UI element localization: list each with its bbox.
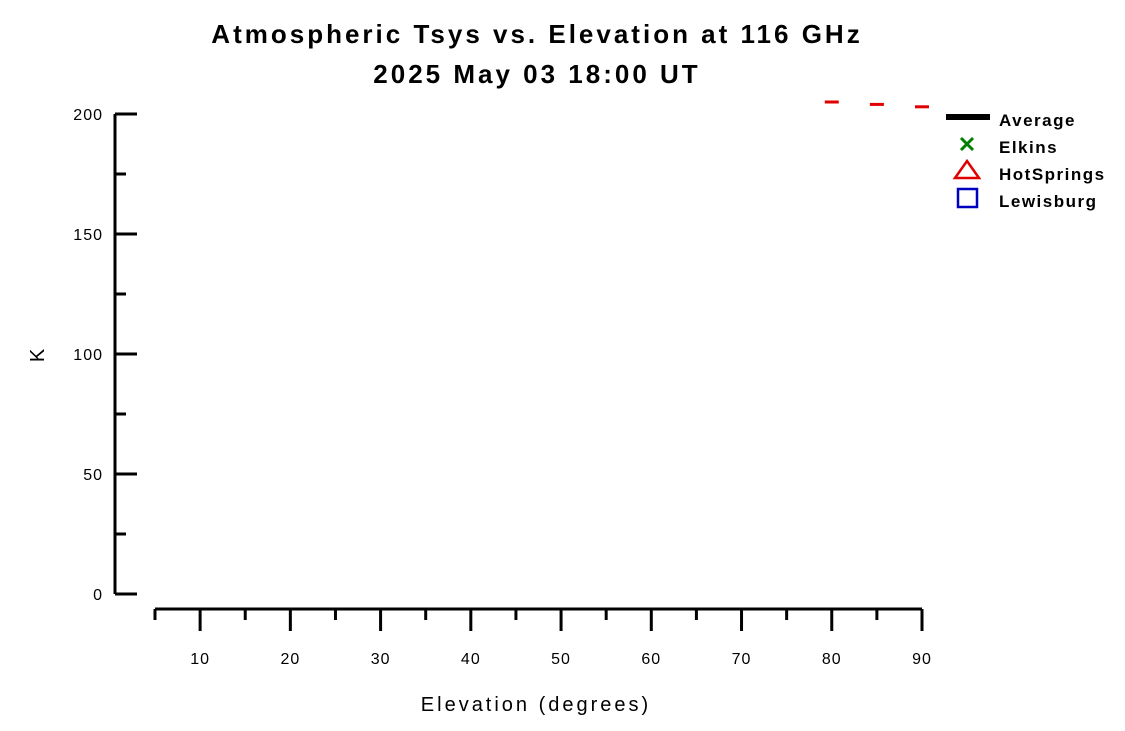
legend-average-label: Average [999, 111, 1076, 130]
data-point-hotsprings [869, 102, 884, 106]
y-tick-label: 100 [73, 347, 103, 364]
legend-hotsprings-triangle-icon [952, 158, 982, 180]
y-tick-label: 150 [73, 227, 103, 244]
legend-lewisburg-label: Lewisburg [999, 192, 1098, 211]
chart-title: Atmospheric Tsys vs. Elevation at 116 GH… [211, 19, 862, 49]
x-tick-label: 90 [912, 651, 932, 668]
y-axis-label: K [27, 346, 49, 362]
legend-average-swatch [946, 114, 990, 120]
x-tick-label: 20 [280, 651, 300, 668]
y-axis-ticks: 0 50 100 150 200 [73, 107, 137, 604]
legend: Average Elkins HotSprings Lewisburg [946, 111, 1106, 211]
data-point-hotsprings [915, 105, 929, 109]
x-tick-label: 70 [732, 651, 752, 668]
y-tick-label: 200 [73, 107, 103, 124]
x-axis-label: Elevation (degrees) [421, 694, 651, 716]
y-tick-label: 0 [93, 587, 103, 604]
data-marks [824, 100, 929, 109]
x-tick-label: 50 [551, 651, 571, 668]
legend-elkins-x-icon [959, 136, 975, 152]
legend-elkins-label: Elkins [999, 138, 1058, 157]
x-tick-label: 80 [822, 651, 842, 668]
y-tick-label: 50 [83, 467, 103, 484]
x-tick-label: 10 [190, 651, 210, 668]
x-tick-label: 40 [461, 651, 481, 668]
x-tick-label: 60 [641, 651, 661, 668]
data-point-hotsprings [824, 100, 839, 104]
x-axis-ticks: 10 20 30 40 50 60 70 80 90 [153, 609, 932, 668]
legend-hotsprings-label: HotSprings [999, 165, 1106, 184]
x-tick-label: 30 [371, 651, 391, 668]
chart-subtitle: 2025 May 03 18:00 UT [373, 59, 700, 89]
legend-lewisburg-square-icon [956, 187, 979, 209]
